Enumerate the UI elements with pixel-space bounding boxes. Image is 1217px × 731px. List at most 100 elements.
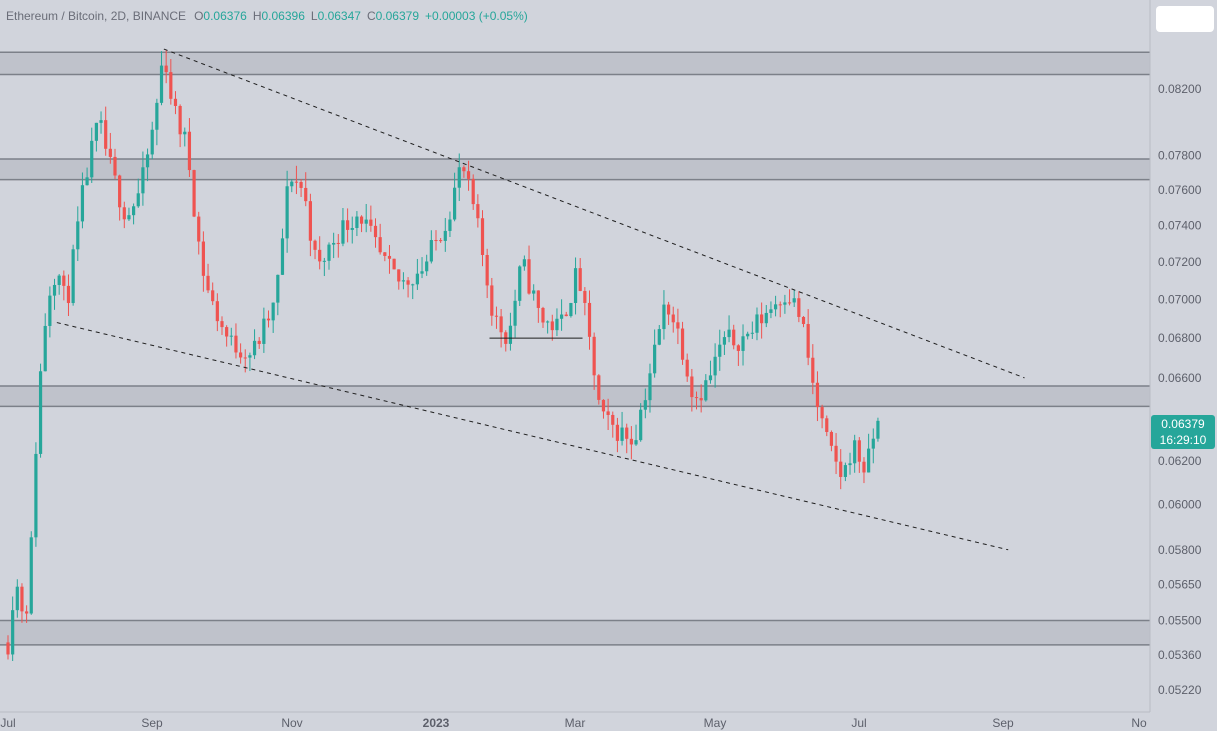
bar-countdown: 16:29:10 [1159, 433, 1207, 447]
candle-body-26 [122, 207, 126, 220]
price-tick-3: 0.07600 [1158, 183, 1202, 197]
candle-body-62 [290, 181, 294, 187]
high-value: 0.06396 [261, 9, 305, 23]
candle-body-2 [11, 610, 15, 655]
candle-body-77 [359, 216, 364, 224]
candle-body-73 [341, 220, 345, 244]
candle-body-166 [773, 304, 778, 310]
candle-body-177 [825, 418, 829, 432]
candle-body-37 [173, 98, 178, 106]
candle-body-114 [532, 290, 536, 294]
candle-body-25 [118, 175, 122, 208]
candle-body-47 [220, 321, 224, 328]
candle-body-188 [876, 420, 880, 439]
candle-body-167 [778, 304, 782, 306]
time-tick-9: No [1131, 716, 1147, 730]
candle-body-92 [429, 240, 433, 262]
candle-body-152 [708, 375, 713, 381]
price-tick-9: 0.06200 [1158, 454, 1202, 468]
candle-body-120 [559, 314, 564, 319]
candle-body-46 [215, 301, 219, 322]
price-tick-6: 0.07000 [1158, 293, 1202, 307]
candle-body-143 [666, 304, 671, 315]
candle-body-79 [369, 219, 373, 226]
candle-body-160 [746, 333, 750, 337]
trendline-1 [163, 48, 1025, 379]
toolbar-box[interactable] [1156, 6, 1214, 32]
time-tick-1: Jul [0, 716, 15, 730]
candle-body-126 [587, 302, 592, 337]
candle-body-103 [480, 218, 485, 255]
candle-body-19 [90, 140, 94, 178]
price-tick-8: 0.06600 [1158, 371, 1202, 385]
symbol-legend: Ethereum / Bitcoin, 2D, BINANCE O 0.06376… [6, 9, 534, 23]
candle-body-130 [606, 411, 610, 415]
candle-body-52 [243, 357, 247, 359]
candle-body-141 [657, 329, 661, 345]
candle-body-76 [355, 216, 359, 228]
price-tick-14: 0.05360 [1158, 648, 1202, 662]
candle-body-22 [104, 120, 108, 149]
candle-body-153 [713, 356, 717, 376]
candle-body-91 [425, 261, 429, 272]
candle-body-60 [280, 238, 285, 275]
candle-body-55 [257, 340, 261, 344]
zone-1 [0, 52, 1150, 75]
candle-body-21 [99, 120, 103, 123]
candle-body-42 [197, 216, 201, 242]
candle-body-111 [518, 266, 522, 301]
candle-body-65 [304, 187, 308, 202]
candle-body-32 [150, 129, 154, 155]
candle-body-139 [648, 373, 652, 401]
candle-body-75 [350, 227, 354, 230]
candle-body-81 [378, 237, 382, 253]
change-value: +0.00003 (+0.05%) [425, 9, 528, 23]
candle-body-116 [541, 307, 545, 323]
candle-body-7 [34, 453, 38, 538]
candle-body-127 [592, 336, 596, 376]
candle-body-97 [452, 187, 457, 220]
candle-body-4 [20, 586, 24, 612]
candle-body-15 [71, 249, 75, 304]
symbol-label: Ethereum / Bitcoin, 2D, BINANCE [6, 9, 187, 23]
time-tick-2: Sep [141, 716, 163, 730]
candle-body-70 [327, 244, 331, 261]
low-label: L [310, 9, 318, 23]
zone-3 [0, 385, 1150, 407]
candle-body-71 [332, 242, 336, 245]
candle-body-95 [443, 230, 447, 241]
candle-body-140 [653, 344, 657, 374]
candle-body-119 [555, 318, 559, 331]
candle-body-107 [499, 316, 503, 333]
candle-body-1 [6, 642, 10, 655]
candle-body-151 [704, 380, 708, 401]
candle-body-142 [662, 304, 666, 330]
candle-body-61 [285, 186, 289, 239]
candle-body-9 [43, 325, 47, 372]
candle-body-178 [829, 431, 834, 446]
candle-body-48 [225, 327, 229, 337]
high-label: H [252, 9, 262, 23]
open-value: 0.06376 [203, 9, 247, 23]
candle-body-24 [113, 156, 117, 176]
candle-body-72 [336, 242, 340, 244]
zone-4 [0, 620, 1150, 645]
candle-body-165 [769, 309, 773, 313]
candle-body-163 [760, 314, 764, 324]
candle-body-56 [262, 318, 266, 344]
candle-body-50 [234, 335, 238, 353]
candle-body-185 [862, 461, 866, 473]
candle-body-121 [564, 314, 568, 317]
candle-body-51 [239, 352, 243, 358]
candle-body-179 [834, 445, 838, 462]
candle-body-104 [485, 254, 489, 286]
candle-body-168 [783, 302, 787, 305]
candle-body-171 [797, 298, 801, 317]
candle-body-33 [155, 102, 159, 130]
time-axis: Jul Sep Nov 2023 Mar May Jul Sep No [0, 716, 1147, 730]
candle-body-86 [401, 280, 406, 282]
close-value: 0.06379 [375, 9, 420, 23]
